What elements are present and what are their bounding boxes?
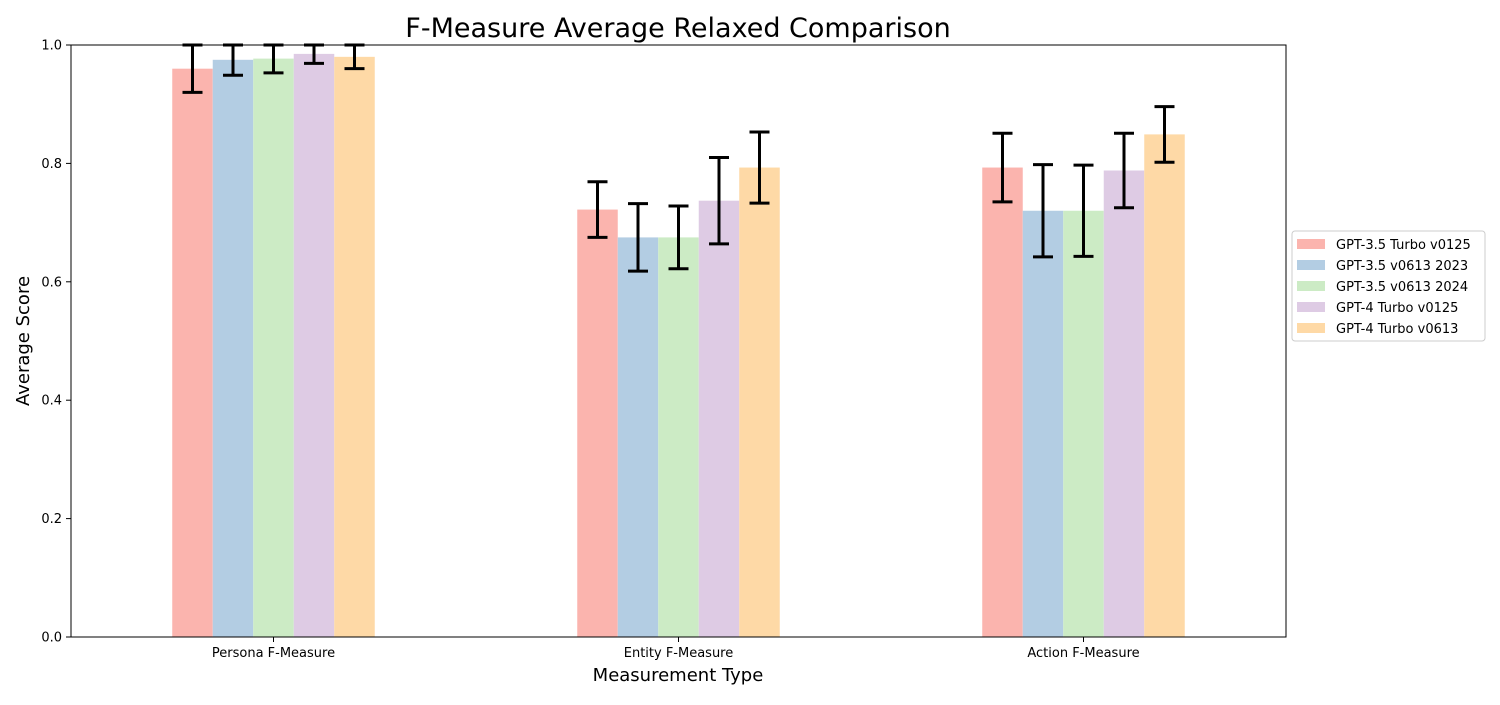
- legend-label-3: GPT-3.5 v0613 2024: [1336, 280, 1468, 295]
- y-tick-label: 0.6: [41, 275, 62, 290]
- bar-5-2: [739, 167, 780, 637]
- bar-2-3: [1022, 210, 1064, 637]
- bar-4-2: [698, 200, 740, 638]
- chart-title: F-Measure Average Relaxed Comparison: [405, 13, 950, 44]
- bar-3-1: [253, 58, 294, 637]
- y-axis: 0.0 0.2 0.4 0.6 0.8 1.0: [41, 39, 71, 646]
- x-tick-label: Action F-Measure: [1027, 646, 1139, 661]
- y-tick-label: 0.8: [41, 157, 62, 172]
- legend-swatch-2: [1297, 260, 1325, 270]
- legend: GPT-3.5 Turbo v0125 GPT-3.5 v0613 2023 GPT…: [1291, 230, 1486, 342]
- bar-3-2: [658, 237, 699, 637]
- y-tick-label: 1.0: [41, 39, 62, 54]
- legend-label-2: GPT-3.5 v0613 2023: [1336, 259, 1468, 274]
- y-tick-label: 0.0: [41, 631, 62, 646]
- bars: [172, 53, 1185, 638]
- x-axis: Persona F-Measure Entity F-Measure Action …: [212, 637, 1140, 661]
- x-tick-label: Persona F-Measure: [212, 646, 335, 661]
- legend-label-4: GPT-4 Turbo v0125: [1336, 301, 1458, 316]
- legend-label-5: GPT-4 Turbo v0613: [1336, 322, 1458, 337]
- bar-1-1: [172, 68, 213, 638]
- x-tick-label: Entity F-Measure: [624, 646, 734, 661]
- y-axis-title: Average Score: [13, 276, 34, 406]
- bar-3-3: [1063, 210, 1104, 637]
- legend-label-1: GPT-3.5 Turbo v0125: [1336, 238, 1471, 253]
- legend-swatch-5: [1297, 323, 1325, 333]
- legend-box: [1291, 230, 1486, 342]
- y-tick-label: 0.2: [41, 512, 62, 527]
- bar-4-3: [1103, 170, 1145, 637]
- bar-2-1: [212, 59, 254, 638]
- legend-swatch-4: [1297, 302, 1325, 312]
- bar-4-1: [293, 53, 335, 637]
- bar-5-3: [1144, 134, 1185, 637]
- bar-5-1: [334, 56, 375, 637]
- legend-swatch-1: [1297, 239, 1325, 249]
- bar-1-3: [982, 167, 1023, 637]
- bar-2-2: [617, 237, 659, 637]
- x-axis-title: Measurement Type: [593, 665, 764, 686]
- legend-swatch-3: [1297, 281, 1325, 291]
- y-tick-label: 0.4: [41, 394, 62, 409]
- bar-1-2: [577, 209, 618, 638]
